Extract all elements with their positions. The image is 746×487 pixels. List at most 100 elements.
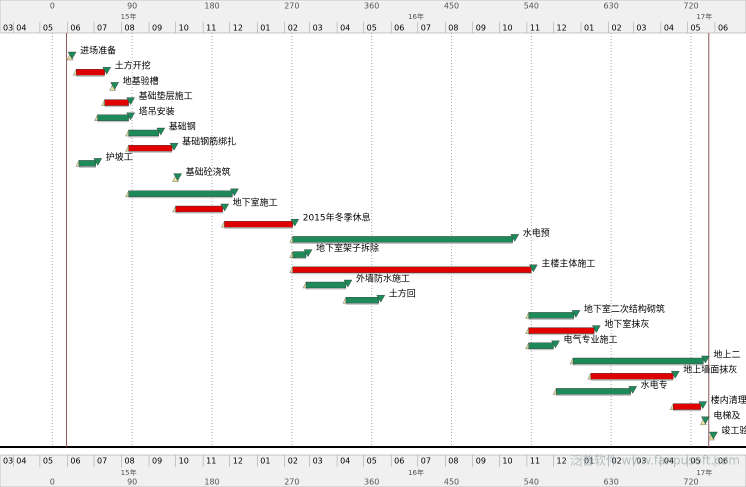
month-label-bottom: 09 <box>476 457 486 466</box>
month-label-bottom: 07 <box>421 457 431 466</box>
month-label: 06 <box>718 24 728 33</box>
finish-marker <box>110 82 119 90</box>
task-label: 基础钢 <box>169 121 196 133</box>
year-label: 17年 <box>696 12 712 21</box>
task-bar <box>345 297 379 304</box>
month-label: 12 <box>557 24 567 33</box>
task-bar <box>104 99 129 106</box>
year-label: 16年 <box>408 12 424 21</box>
task-label: 地上二 <box>713 349 740 361</box>
month-label-bottom: 05 <box>367 457 377 466</box>
task-bar <box>673 403 701 410</box>
task-bar <box>528 327 595 334</box>
finish-marker <box>628 386 638 394</box>
task-label: 水电预 <box>523 227 550 239</box>
task-bar <box>590 373 674 380</box>
task-bar <box>76 68 105 76</box>
month-label-bottom: 07 <box>97 457 107 466</box>
x-tick-label: 360 <box>364 2 379 11</box>
month-label-bottom: 01 <box>584 457 594 466</box>
year-label-bottom: 15年 <box>121 468 137 477</box>
finish-marker <box>571 310 581 318</box>
month-label: 09 <box>476 24 486 33</box>
month-label: 02 <box>612 24 622 33</box>
finish-marker <box>220 203 229 212</box>
month-label-bottom: 04 <box>664 457 674 466</box>
x-tick-label: 720 <box>683 2 698 11</box>
task-label: 土方回 <box>389 288 416 300</box>
finish-marker <box>670 371 680 379</box>
task-label: 基础砼浇筑 <box>186 166 231 178</box>
finish-marker <box>67 51 77 60</box>
watermark: 泛普软件 www.fanpusoft.com <box>570 454 740 468</box>
month-label-bottom: 01 <box>260 457 270 466</box>
task-bar <box>528 312 575 319</box>
task-label: 基础垫层施工 <box>139 90 193 102</box>
month-label-bottom: 08 <box>448 457 458 466</box>
x-tick-label: 270 <box>284 2 299 11</box>
x-tick-label: 450 <box>444 2 459 11</box>
task-label: 水电专 <box>641 379 668 391</box>
month-label-bottom: 12 <box>557 457 567 466</box>
finish-marker <box>701 416 710 425</box>
year-label-bottom: 17年 <box>696 468 712 477</box>
month-label: 07 <box>97 24 107 33</box>
x-tick-label-bottom: 360 <box>364 478 379 487</box>
x-tick-label: 0 <box>50 2 55 11</box>
finish-marker <box>551 340 560 349</box>
task-bar <box>292 251 307 258</box>
finish-marker <box>528 264 538 273</box>
month-label: 05 <box>367 24 377 33</box>
finish-marker <box>156 127 166 136</box>
task-bar <box>528 342 554 349</box>
month-label-bottom: 04 <box>16 457 26 466</box>
finish-marker <box>303 249 313 258</box>
month-label: 11 <box>530 24 540 33</box>
finish-marker <box>698 401 708 410</box>
task-label: 地上墙面抹灰 <box>683 364 737 376</box>
month-label-bottom: 03 <box>3 457 13 466</box>
month-label-bottom: 05 <box>43 457 53 466</box>
month-label: 02 <box>288 24 298 33</box>
finish-marker <box>591 325 601 334</box>
month-label-bottom: 10 <box>179 457 189 466</box>
task-label: 基础钢筋绑扎 <box>182 136 236 148</box>
finish-marker <box>126 97 135 106</box>
month-label: 08 <box>448 24 458 33</box>
task-bar <box>128 129 159 137</box>
task-label: 竣工验 <box>721 425 746 437</box>
month-label-bottom: 02 <box>612 457 622 466</box>
task-label: 电梯及 <box>713 409 740 421</box>
x-tick-label-bottom: 720 <box>683 478 698 487</box>
finish-marker <box>343 279 353 288</box>
task-bar <box>292 266 532 273</box>
task-label: 地下室架子拆除 <box>316 242 379 254</box>
month-label-bottom: 04 <box>340 457 350 466</box>
month-label-bottom: 11 <box>206 457 216 466</box>
month-label: 06 <box>394 24 404 33</box>
month-label-bottom: 03 <box>636 457 646 466</box>
finish-marker <box>93 158 103 166</box>
x-tick-label-bottom: 540 <box>524 478 539 487</box>
x-tick-label-bottom: 630 <box>604 478 619 487</box>
task-label: 外墙防水施工 <box>356 273 410 285</box>
task-label: 2015年冬季休息 <box>303 212 371 224</box>
task-bar <box>292 236 513 243</box>
finish-marker <box>173 173 182 182</box>
finish-marker <box>169 143 179 151</box>
task-label: 地基验槽 <box>123 75 159 87</box>
month-label-bottom: 10 <box>502 457 512 466</box>
x-tick-label-bottom: 90 <box>127 478 137 487</box>
task-bar <box>224 220 293 228</box>
year-label: 15年 <box>121 12 137 21</box>
task-label: 地下室抹灰 <box>604 318 649 330</box>
task-label: 电气专业施工 <box>564 333 618 345</box>
month-label: 04 <box>16 24 26 33</box>
month-label: 09 <box>152 24 162 33</box>
month-label: 11 <box>206 24 216 33</box>
month-label-bottom: 12 <box>233 457 243 466</box>
task-bar <box>572 357 704 365</box>
month-label: 04 <box>664 24 674 33</box>
x-tick-label-bottom: 450 <box>444 478 459 487</box>
month-label-bottom: 05 <box>690 457 700 466</box>
